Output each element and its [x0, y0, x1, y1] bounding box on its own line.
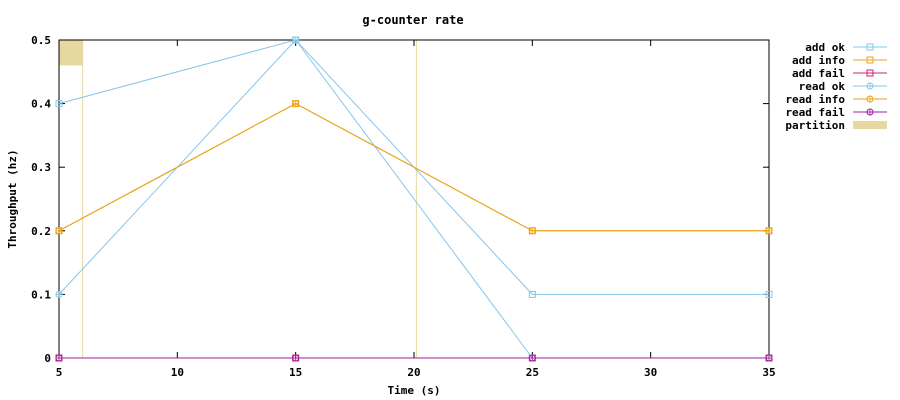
y-tick-label: 0.5 [31, 34, 51, 47]
data-point-add-ok [528, 290, 536, 298]
y-tick-label: 0.4 [31, 98, 51, 111]
legend-swatch-partition [853, 121, 887, 129]
legend-entry-add-info: add info [792, 54, 887, 67]
legend-label: add info [792, 54, 845, 67]
x-tick-label: 25 [526, 366, 539, 379]
x-tick-label: 20 [407, 366, 420, 379]
legend-label: add ok [805, 41, 845, 54]
legend-entry-read-ok: read ok [799, 80, 887, 93]
x-tick-label: 10 [171, 366, 184, 379]
legend-entry-add-fail: add fail [792, 67, 887, 80]
series-read-ok [55, 36, 773, 362]
legend-entry-read-info: read info [785, 93, 887, 106]
chart-title: g-counter rate [362, 13, 463, 27]
series-line-read-ok [58, 39, 769, 359]
partition-layer [59, 40, 417, 358]
x-tick-label: 5 [56, 366, 63, 379]
data-point-add-ok [765, 290, 773, 298]
legend-label: read fail [785, 106, 845, 119]
legend-entry-partition: partition [785, 119, 887, 132]
x-tick-label: 15 [289, 366, 302, 379]
series-read-fail [55, 354, 773, 362]
y-tick-label: 0.1 [31, 288, 51, 301]
legend-entry-read-fail: read fail [785, 106, 887, 119]
x-tick-label: 30 [644, 366, 657, 379]
y-axis-label: Throughput (hz) [6, 149, 19, 248]
legend-label: add fail [792, 67, 845, 80]
legend-marker [866, 43, 874, 51]
legend-marker [866, 56, 874, 64]
legend-label: read ok [799, 80, 846, 93]
series-line-read-info [58, 103, 769, 232]
y-tick-label: 0.2 [31, 225, 51, 238]
legend-marker [866, 69, 874, 77]
x-tick-label: 35 [762, 366, 775, 379]
data-point-add-ok [55, 100, 63, 108]
y-tick-label: 0.3 [31, 161, 51, 174]
legend-entry-add-ok: add ok [805, 41, 887, 54]
series-layer [55, 36, 773, 362]
series-read-info [55, 100, 773, 235]
ticks-layer: 5 10 15 20 25 30 35 0 0.1 0.2 0.3 0.4 0.5 [31, 34, 776, 379]
x-axis-label: Time (s) [388, 384, 441, 397]
y-tick-label: 0 [44, 352, 51, 365]
legend-label: read info [785, 93, 845, 106]
legend-label: partition [785, 119, 845, 132]
partition-box [59, 40, 83, 66]
